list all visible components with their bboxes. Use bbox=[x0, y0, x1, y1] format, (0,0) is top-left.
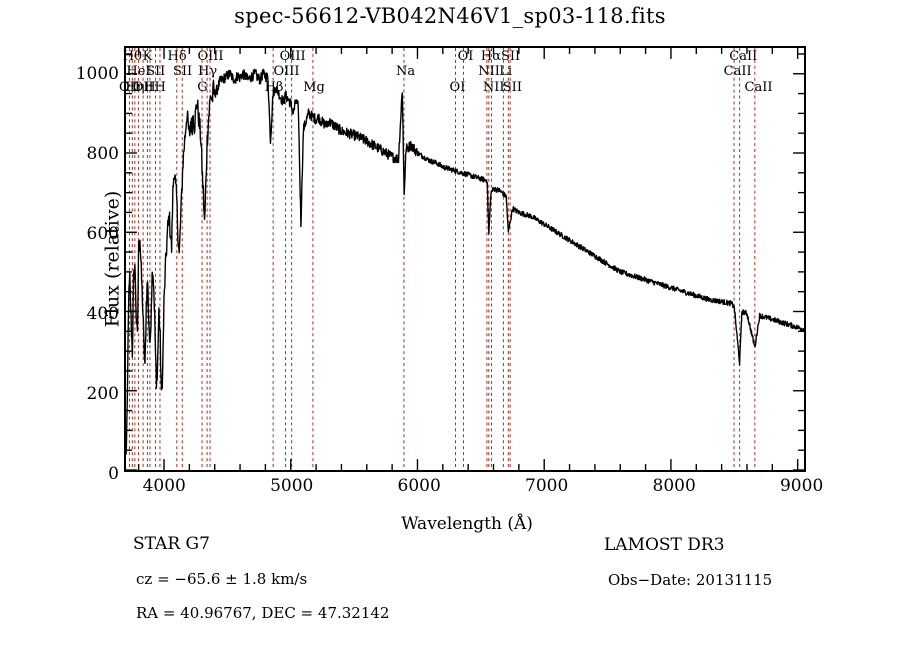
spectral-line-label: OI bbox=[449, 80, 466, 95]
spectral-line-label: SII bbox=[501, 49, 521, 64]
x-tick-label: 6000 bbox=[397, 476, 441, 496]
object-class: STAR G7 bbox=[133, 534, 210, 554]
spectral-line-label: Hβ bbox=[264, 80, 284, 95]
x-tick-label: 5000 bbox=[270, 476, 314, 496]
spectral-line-label: G bbox=[197, 80, 208, 95]
spectral-line-label: OIII bbox=[273, 64, 300, 79]
y-tick-label: 200 bbox=[86, 384, 119, 404]
spectral-line-label: SII bbox=[146, 64, 166, 79]
spectral-line-label: H bbox=[144, 80, 156, 95]
spectral-line-label: SII bbox=[502, 80, 522, 95]
spectral-line-label: OIII bbox=[197, 49, 224, 64]
y-tick-label: 400 bbox=[86, 304, 119, 324]
y-axis-label: Flux (relative) bbox=[101, 190, 124, 328]
spectral-line-label: CaII bbox=[729, 49, 758, 64]
spectral-line-label: H bbox=[154, 80, 166, 95]
spectral-line-label: NII bbox=[482, 80, 505, 95]
spectral-line-label: SII bbox=[173, 64, 193, 79]
x-tick-label: 8000 bbox=[652, 476, 696, 496]
spectral-line-label: Na bbox=[395, 64, 416, 79]
redshift-velocity: cz = −65.6 ± 1.8 km/s bbox=[136, 570, 308, 588]
spectral-line-label: OII bbox=[118, 80, 140, 95]
spectral-line-label: K bbox=[142, 49, 153, 64]
y-tick-label: 1000 bbox=[75, 64, 119, 84]
spectral-line-label: Li bbox=[499, 64, 513, 79]
y-tick-label: 0 bbox=[108, 464, 119, 484]
spectral-line-label: NII bbox=[478, 64, 500, 79]
spectral-line-label: Hδ bbox=[167, 49, 187, 64]
survey-name: LAMOST DR3 bbox=[604, 535, 725, 555]
spectral-line-label: OIII bbox=[279, 49, 306, 64]
spectrum-canvas bbox=[125, 48, 805, 471]
observation-date: Obs−Date: 20131115 bbox=[608, 571, 773, 589]
spectral-line-label: CaII bbox=[744, 80, 773, 95]
x-tick-label: 4000 bbox=[142, 476, 186, 496]
spectral-line-label: Mg bbox=[303, 80, 325, 95]
spectral-line-label: OII bbox=[132, 80, 154, 95]
spectral-line-label: HeI bbox=[126, 64, 151, 79]
spectral-line-label: CaII bbox=[723, 64, 752, 79]
spectral-line-label: Hγ bbox=[198, 64, 218, 79]
spectral-line-label: Hη bbox=[125, 80, 145, 95]
coordinates: RA = 40.96767, DEC = 47.32142 bbox=[136, 604, 390, 622]
x-tick-label: 9000 bbox=[779, 476, 824, 496]
x-axis-label: Wavelength (Å) bbox=[401, 514, 533, 534]
spectral-line-label: Hθ bbox=[122, 49, 142, 64]
spectral-line-label: OI bbox=[457, 49, 474, 64]
page-title: spec-56612-VB042N46V1_sp03-118.fits bbox=[234, 4, 666, 28]
y-tick-label: 800 bbox=[86, 144, 119, 164]
x-tick-label: 7000 bbox=[525, 476, 569, 496]
plot-area: 0 200 400 600 800 1000 4000 5000 6000 7000 8000 900… bbox=[76, 46, 823, 534]
y-tick-label: 600 bbox=[86, 224, 119, 244]
spectral-line-label: Hα bbox=[480, 49, 502, 64]
